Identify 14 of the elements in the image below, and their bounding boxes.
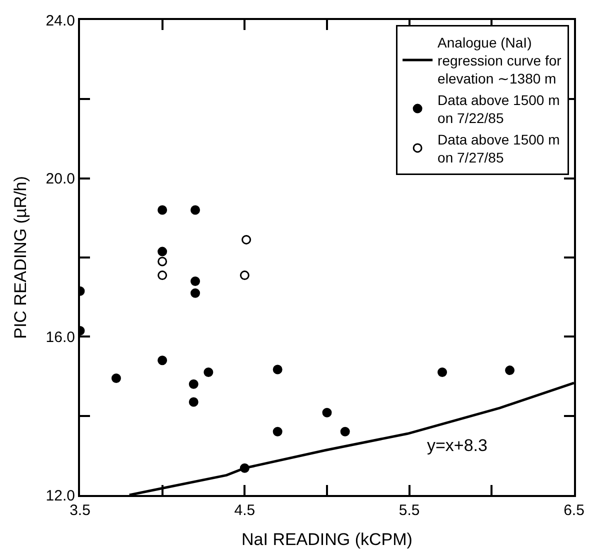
y-tick-label: 20.0 xyxy=(46,170,75,188)
y-tick-label: 12.0 xyxy=(46,487,75,504)
legend-label: Analogue (NaI) regression curve for elevation ∼1380 m xyxy=(438,34,562,87)
y-tick-label: 16.0 xyxy=(46,328,75,346)
y-axis-title: PIC READING (µR/h) xyxy=(10,176,30,339)
x-tick-label: 6.5 xyxy=(564,502,584,519)
annotation: y=x+8.3 xyxy=(427,436,488,455)
x-tick-label: 3.5 xyxy=(70,502,90,519)
x-tick-label: 5.5 xyxy=(398,502,420,519)
legend-label: Data above 1500 m on 7/27/85 xyxy=(438,131,560,166)
x-axis-title: NaI READING (kCPM) xyxy=(242,530,412,549)
legend-label: Data above 1500 m on 7/22/85 xyxy=(438,92,560,126)
x-tick-label: 4.5 xyxy=(234,502,256,519)
y-tick-label: 24.0 xyxy=(46,12,75,30)
